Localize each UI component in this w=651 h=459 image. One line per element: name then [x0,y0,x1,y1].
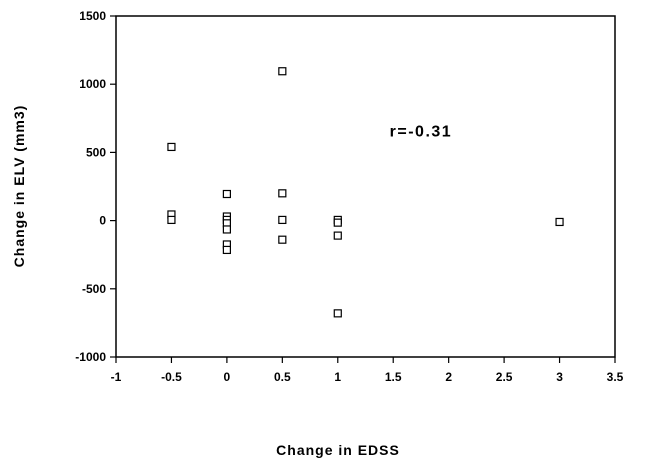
plot-frame [115,15,616,358]
x-tick-label: 0 [224,370,231,384]
data-points [167,67,564,318]
x-tick-label: 3 [556,370,563,384]
y-axis-ticks: -1000 -500 0 500 1000 1500 [75,9,116,364]
data-point [278,189,287,198]
data-point [167,215,176,225]
data-point [555,217,564,227]
y-tick-label: 500 [86,145,106,159]
x-axis-ticks: -1 -0.5 0 0.5 1 1.5 2 2.5 3 3.5 [111,357,624,384]
y-tick-label: 0 [99,214,106,228]
data-point [278,235,287,244]
x-tick-label: 1 [334,370,341,384]
y-tick-label: 1000 [79,77,106,91]
x-tick-label: -1 [111,370,122,384]
x-tick-label: 1.5 [385,370,402,384]
x-axis-label: Change in EDSS [276,442,400,458]
y-tick-label: -500 [82,282,106,296]
y-tick-label: -1000 [75,350,106,364]
data-point [333,218,342,227]
x-tick-label: 0.5 [274,370,291,384]
data-point [222,189,231,199]
x-tick-label: -0.5 [161,370,182,384]
data-point [278,67,287,76]
x-tick-label: 2 [445,370,452,384]
data-point [167,142,176,152]
data-point [222,245,231,255]
y-tick-label: 1500 [79,9,106,23]
y-axis-label: Change in ELV (mm3) [11,105,27,268]
data-point [222,225,231,234]
correlation-annotation: r=-0.31 [390,124,453,141]
data-point [333,309,342,318]
x-tick-label: 3.5 [607,370,624,384]
data-point [278,215,287,225]
data-point [333,231,342,240]
x-tick-label: 2.5 [496,370,513,384]
